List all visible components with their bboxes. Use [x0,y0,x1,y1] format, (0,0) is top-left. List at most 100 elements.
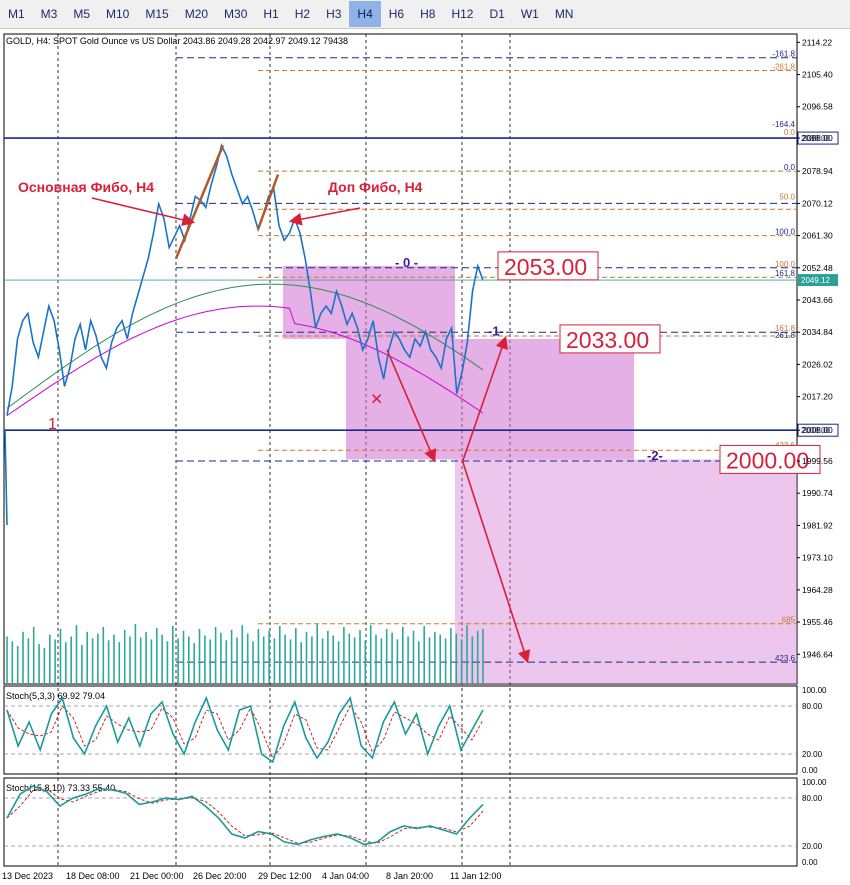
x-tick-label: 11 Jan 12:00 [450,871,501,881]
chart-area[interactable]: GOLD, H4: SPOT Gold Ounce vs US Dollar 2… [0,28,850,885]
ma-fast-line [6,283,484,409]
fibo-leg-main [174,144,225,260]
y-tick-label: 2096.58 [802,102,833,112]
stochastic-1: Stoch(5,3,3) 69.92 79.04 100.00 80.00 20.00… [4,686,827,775]
target-box [497,251,599,281]
x-tick-label: 8 Jan 20:00 [386,871,433,881]
wave-0-label: - 0 - [395,255,418,270]
trend-arrow [461,335,508,464]
x-tick-label: 21 Dec 00:00 [130,871,184,881]
timeframe-h12[interactable]: H12 [451,7,474,21]
y-tick-label: 2088.00 [802,133,833,143]
timeframe-m20[interactable]: M20 [184,7,209,21]
fib-label: 100.0 [775,228,796,237]
fib-label: -261.8 [772,63,795,72]
fib-label: 50.0 [779,193,795,202]
label-add-fibo: Доп Фибо, H4 [328,179,423,195]
timeframe-m10[interactable]: M10 [106,7,130,21]
target-label: 2000.00 [726,447,809,473]
level-tag-text: 2008.00 [801,426,830,435]
fib-label: 0.0 [784,163,796,172]
current-price-text: 2049.12 [801,276,830,285]
fib-label: 685 [782,616,796,625]
stoch1-panel-frame [3,685,798,775]
timeframe-h3[interactable]: H3 [326,7,342,21]
timeframe-d1[interactable]: D1 [489,7,505,21]
price-axis: 2114.22 2105.40 2096.58 2088.00 2078.94 2070.… [797,37,833,659]
zone-1 [346,338,634,460]
y-tick-label: 1973.10 [802,553,833,563]
y-tick-label: 2061.30 [802,231,833,241]
x-tick-label: 29 Dec 12:00 [258,871,312,881]
wave-1-label: -1- [488,324,504,339]
stoch-label: Stoch(5,3,3) 69.92 79.04 [6,691,105,701]
timeframe-m1[interactable]: M1 [8,7,25,21]
trend-arrow [461,459,531,664]
current-price-tag [798,274,838,287]
x-tick-label: 18 Dec 08:00 [66,871,120,881]
stoch-signal-line [6,788,484,844]
target-label: 2053.00 [504,254,587,280]
timeframe-h4[interactable]: H4 [349,1,381,27]
y-tick-label: 2034.84 [802,327,833,337]
chart-header: GOLD, H4: SPOT Gold Ounce vs US Dollar 2… [6,36,348,46]
timeframe-h1[interactable]: H1 [263,7,279,21]
stoch-signal-line [6,705,484,759]
fib-label: -164.4 [772,120,795,129]
price-series [4,143,797,526]
moving-averages [6,283,484,417]
stoch2-panel-frame [3,777,798,867]
stoch-axis-label: 20.00 [802,750,823,759]
y-tick-label: 2026.02 [802,359,833,369]
cross-marker: ✕ [370,392,383,409]
wave-2-label: -2- [647,448,663,463]
annotations: Основная Фибо, H4 Доп Фибо, H4 - 0 - -1- -2-… [18,131,839,474]
stoch-main-line [6,695,484,764]
y-tick-label: 1981.92 [802,520,833,530]
target-zones [283,265,797,684]
timeframe-h2[interactable]: H2 [294,7,311,21]
y-tick-label: 1999.56 [802,456,833,466]
stoch-axis-label: 100.00 [802,778,827,787]
timeframe-m30[interactable]: M30 [224,7,248,21]
y-tick-label: 2078.94 [802,166,833,176]
timeframe-w1[interactable]: W1 [520,7,539,21]
x-tick-label: 4 Jan 04:00 [322,871,369,881]
trend-arrow [386,349,437,463]
y-tick-label: 2008.00 [802,425,833,435]
volume-bars [6,624,484,684]
stoch-axis-label: 0.00 [802,858,818,867]
timeframe-m15[interactable]: M15 [145,7,169,21]
label-main-fibo: Основная Фибо, H4 [18,179,154,195]
y-tick-label: 1990.74 [802,488,833,498]
trend-arrow [288,207,361,226]
target-box [559,324,661,354]
timeframe-m3[interactable]: M3 [40,7,58,21]
target-label: 2033.00 [566,327,649,353]
trend-arrows [91,197,531,664]
fib-label: 100.0 [775,260,796,269]
fib-label: 161.8 [775,269,796,278]
fib-label: 261.8 [775,331,796,340]
fibonacci-levels: -161.8-261.8-164.40.00.050.0100.0100.016… [4,50,797,663]
y-tick-label: 2105.40 [802,70,833,80]
price-line [6,143,484,416]
timeframe-mn[interactable]: MN [554,7,574,21]
y-tick-label: 2017.20 [802,392,833,402]
stoch-axis-label: 80.00 [802,702,823,711]
fib-label: -161.8 [772,50,795,59]
stoch-main-line [6,785,484,846]
y-tick-label: 2052.48 [802,263,833,273]
timeframe-h8[interactable]: H8 [420,7,436,21]
timeframe-h6[interactable]: H6 [388,7,405,21]
price-initial-spike [4,430,8,526]
timeframe-m5[interactable]: M5 [73,7,91,21]
stoch-axis-label: 100.00 [802,686,827,695]
target-box [719,444,821,474]
ma-slow-line [6,305,484,417]
main-panel-frame [3,33,798,685]
y-tick-label: 1955.46 [802,617,833,627]
arrow-1-label: 1 [48,416,57,433]
stoch-axis-label: 20.00 [802,842,823,851]
fib-label: 0.0 [784,128,796,137]
